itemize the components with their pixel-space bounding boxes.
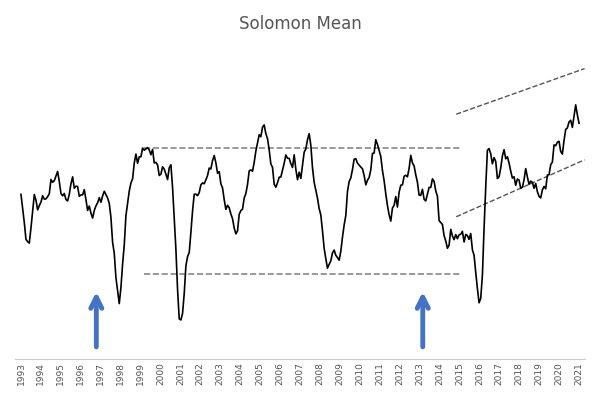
Title: Solomon Mean: Solomon Mean <box>239 15 361 33</box>
